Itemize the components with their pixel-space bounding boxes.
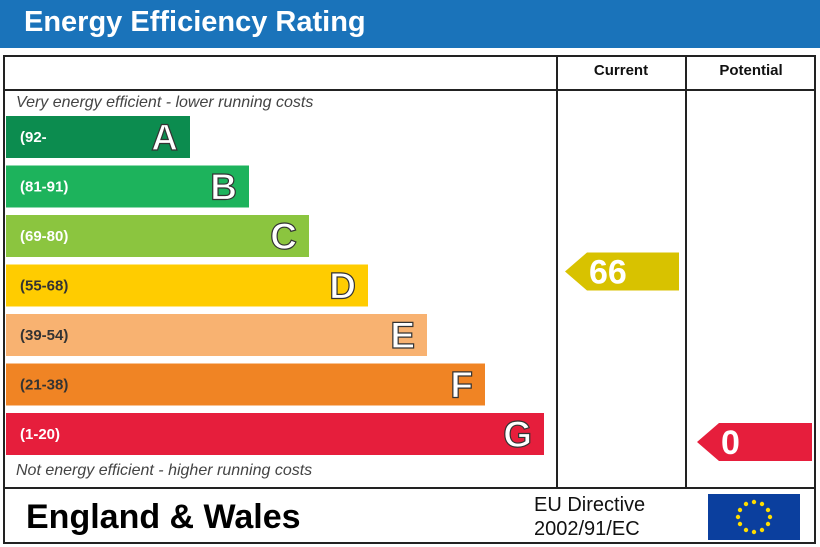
- potential-arrow: [697, 423, 812, 461]
- chart-title: Energy Efficiency Rating: [24, 6, 366, 38]
- band-e: [6, 314, 427, 356]
- rating-frame: [3, 55, 816, 544]
- band-f: [6, 363, 485, 406]
- band-letter-c: C: [270, 216, 297, 257]
- title-bar: Energy Efficiency Rating: [0, 0, 820, 48]
- band-letter-f: F: [450, 365, 473, 406]
- band-letter-d: D: [329, 266, 356, 307]
- band-range-c: (69-80): [20, 228, 68, 245]
- directive-line2: 2002/91/EC: [534, 518, 640, 540]
- band-range-g: (1-20): [20, 426, 60, 443]
- caption-bottom: Not energy efficient - higher running co…: [16, 462, 313, 479]
- band-range-e: (39-54): [20, 327, 68, 344]
- eu-directive: EU Directive 2002/91/EC: [534, 493, 645, 541]
- band-g: [6, 413, 544, 455]
- band-range-f: (21-38): [20, 377, 68, 394]
- caption-top: Very energy efficient - lower running co…: [16, 94, 314, 111]
- band-letter-b: B: [210, 167, 237, 208]
- directive-line1: EU Directive: [534, 494, 646, 516]
- band-range-a: (92-: [20, 129, 47, 146]
- band-a: [6, 116, 190, 158]
- column-potential: Potential: [719, 62, 783, 79]
- band-c: [6, 215, 309, 257]
- footer-divider: [3, 487, 816, 489]
- current-arrow: [565, 252, 679, 291]
- header-divider: [3, 89, 816, 91]
- band-letter-a: A: [151, 117, 178, 158]
- band-b: [6, 165, 249, 208]
- band-letter-e: E: [390, 315, 415, 356]
- band-range-d: (55-68): [20, 278, 68, 295]
- current-value: 66: [589, 254, 627, 292]
- band-d: [6, 264, 368, 307]
- divider-potential: [685, 55, 687, 489]
- eu-flag-icon: [708, 494, 800, 540]
- band-range-b: (81-91): [20, 179, 68, 196]
- potential-value: 0: [721, 424, 740, 462]
- column-current: Current: [593, 62, 649, 79]
- band-letter-g: G: [503, 414, 532, 455]
- divider-current: [556, 55, 558, 489]
- region-label: England & Wales: [26, 498, 301, 536]
